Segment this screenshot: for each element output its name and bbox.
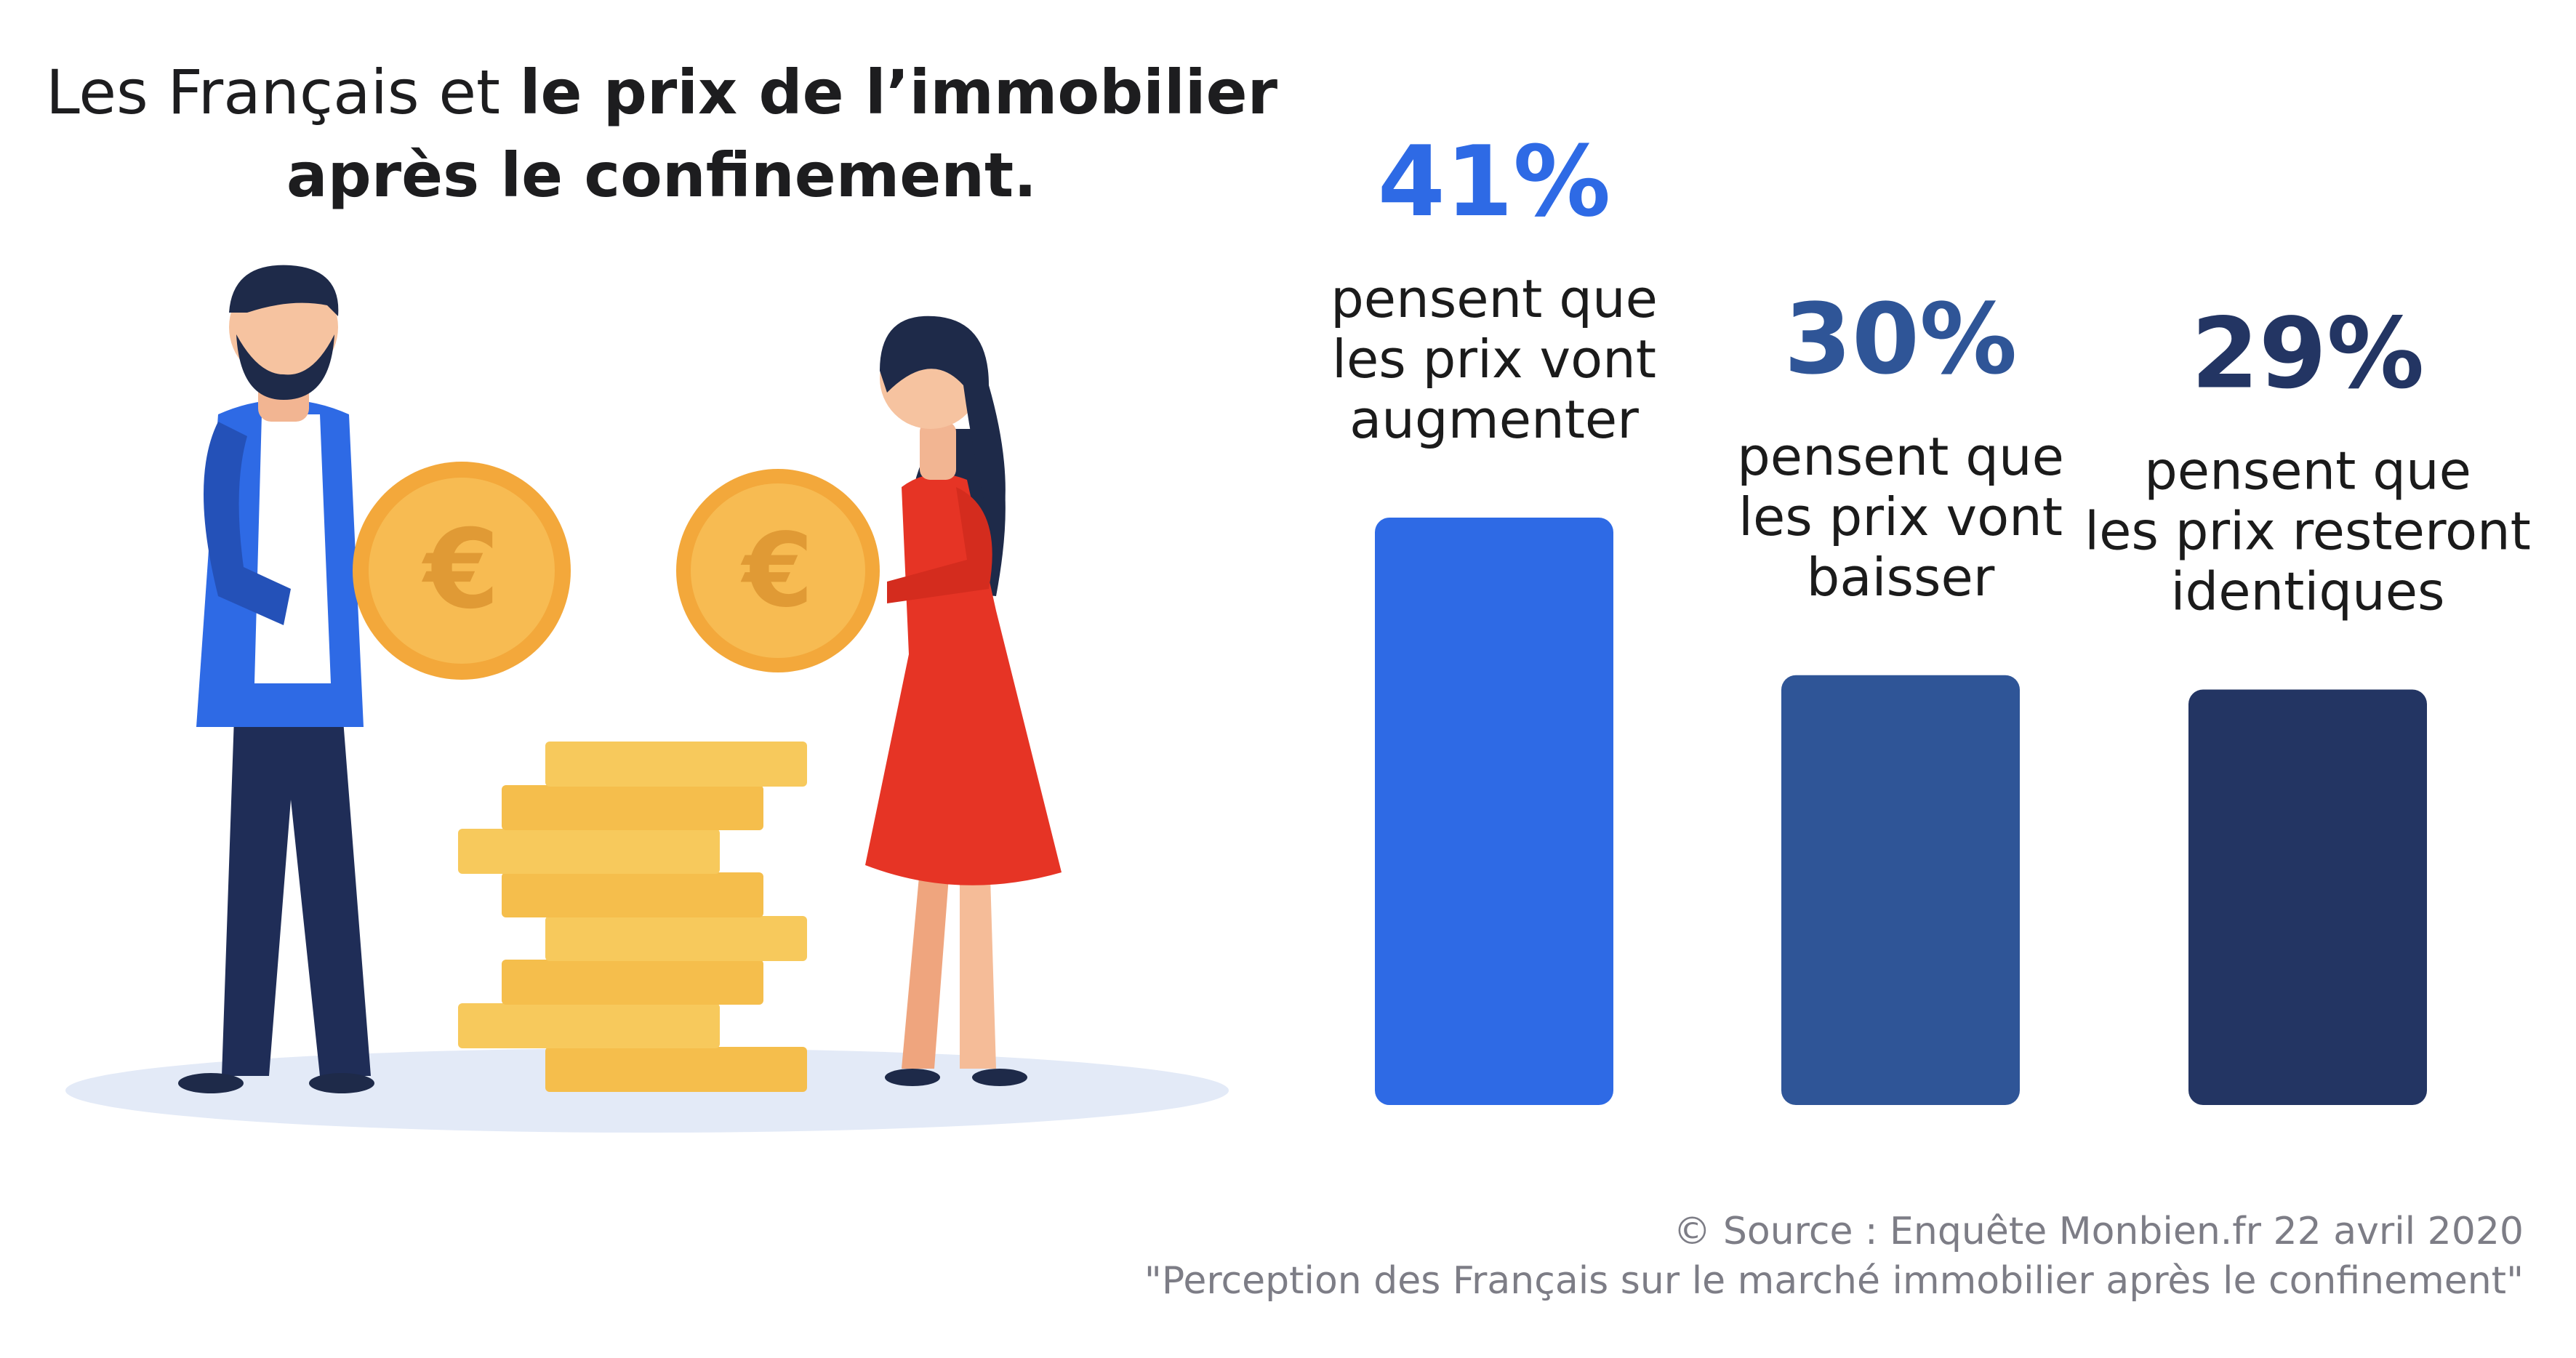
man-figure	[178, 265, 374, 1093]
value-label: 29%	[2191, 297, 2425, 410]
bar-description-line: les prix vont	[1332, 329, 1656, 390]
woman-figure	[865, 316, 1062, 1086]
bar-description-line: baisser	[1807, 547, 1995, 608]
value-label: 41%	[1378, 125, 1611, 238]
bar-description-line: les prix resteront	[2085, 500, 2531, 561]
bar-description-line: les prix vont	[1738, 486, 2063, 547]
bar-description-line: pensent que	[1737, 426, 2064, 487]
source-line1: © Source : Enquête Monbien.fr 22 avril 2…	[1673, 1210, 2524, 1253]
euro-coin-icon: €	[676, 469, 880, 672]
bar-description-line: pensent que	[1331, 268, 1658, 329]
coin-symbol: €	[740, 512, 813, 630]
euro-coin-icon: €	[353, 462, 571, 680]
title-bold: le prix de l’immobilier	[519, 57, 1277, 128]
coin-symbol: €	[422, 507, 499, 633]
page-title: Les Français et le prix de l’immobilier …	[44, 51, 1280, 217]
title-line2: après le confinement.	[286, 140, 1038, 211]
bar-description-line: augmenter	[1349, 389, 1639, 450]
source-line2: "Perception des Français sur le marché i…	[1144, 1259, 2524, 1303]
bar-baisser	[1781, 675, 2020, 1105]
bar-augmenter	[1375, 518, 1613, 1105]
illustration-couple-coins: € €	[65, 265, 1229, 1133]
source-note: © Source : Enquête Monbien.fr 22 avril 2…	[1144, 1207, 2524, 1306]
coin-stack-icon	[458, 742, 807, 1092]
title-light: Les Français et	[46, 57, 520, 128]
bar-identiques	[2188, 689, 2427, 1105]
value-label: 30%	[1784, 283, 2018, 396]
bar-description-line: pensent que	[2144, 440, 2471, 501]
bar-description-line: identiques	[2170, 561, 2444, 622]
